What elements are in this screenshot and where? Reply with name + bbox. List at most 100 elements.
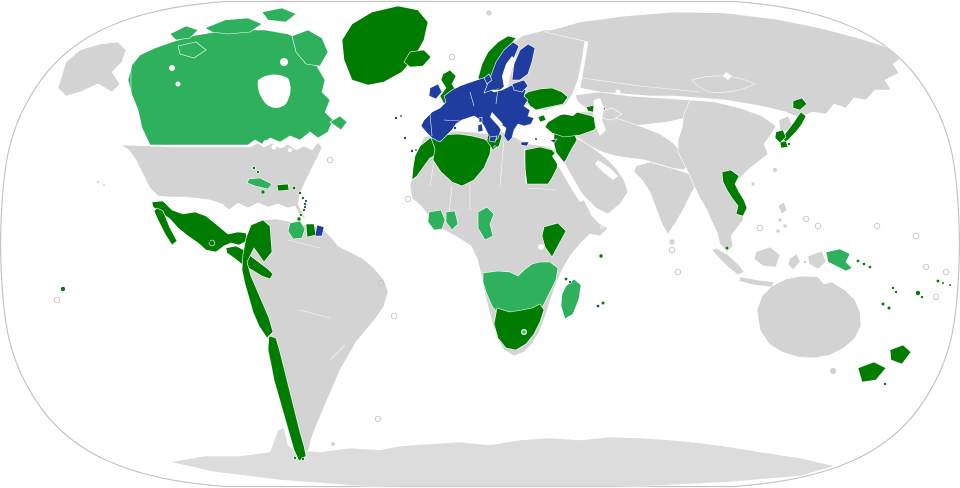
island-cyprus — [549, 138, 558, 144]
island-crete — [520, 141, 530, 147]
region-eu-mainland — [420, 76, 535, 143]
island-comoros — [563, 276, 568, 281]
island-socotra — [600, 225, 604, 229]
country-finland — [511, 43, 536, 81]
country-australia — [756, 275, 862, 359]
border-sahara-2 — [448, 185, 453, 213]
border-kazakhstan — [581, 77, 701, 93]
island-solomons-2 — [862, 262, 866, 266]
water-black-sea — [543, 105, 579, 116]
island-hawaii-1 — [96, 180, 100, 184]
ring-st-helena — [390, 312, 398, 320]
water-lake-victoria — [538, 244, 544, 250]
island-azores-1 — [394, 116, 398, 120]
island-sicily — [488, 135, 498, 143]
island-solomons-3 — [868, 265, 872, 269]
water-adriatic-sea — [490, 112, 503, 128]
island-sumatra — [711, 247, 745, 276]
layer-gray-land — [57, 9, 904, 463]
border-sahara-1 — [429, 161, 435, 187]
dot-revillagigedo — [207, 239, 211, 243]
water-foxe-basin — [280, 58, 288, 66]
island-hispaniola — [276, 183, 290, 192]
water-persian-gulf — [595, 160, 618, 180]
island-hainan — [750, 181, 756, 187]
region-baltic-states — [511, 79, 529, 93]
island-azores-2 — [399, 114, 403, 118]
border-libya-egypt — [523, 145, 527, 185]
island-sri-lanka — [668, 238, 676, 246]
ring-tuvalu — [922, 263, 930, 271]
border-mongolia — [691, 75, 756, 93]
country-new-zealand-stewart — [883, 382, 887, 386]
border-venezuela-brazil — [287, 239, 321, 249]
region-colombia-ecuador-peru — [241, 219, 274, 339]
water-lake-michigan — [271, 144, 277, 150]
country-japan-kyushu — [779, 140, 789, 149]
country-denmark — [483, 73, 493, 85]
island-bahamas-2 — [256, 170, 260, 174]
island-philippines-1 — [777, 217, 783, 223]
layer-island-rings — [53, 53, 950, 423]
country-cote-divoire — [427, 209, 446, 231]
island-fiji-2 — [920, 295, 924, 299]
island-philippines-3 — [775, 228, 781, 234]
country-madagascar — [560, 278, 582, 320]
territory-french-guiana — [314, 224, 325, 237]
ring-bermuda — [326, 156, 334, 164]
country-usa — [119, 141, 323, 220]
country-egypt — [524, 146, 559, 185]
island-rhodes — [534, 137, 538, 141]
ring-faroe — [448, 53, 456, 61]
ring-ascension — [377, 279, 385, 287]
ring-pacific-east — [942, 268, 950, 276]
island-samoa-2 — [941, 281, 945, 285]
border-brazil-argentina — [329, 344, 346, 361]
water-caspian-sea — [593, 98, 606, 136]
island-samoa-1 — [935, 278, 940, 283]
island-philippines-2 — [782, 223, 788, 229]
water-great-slave-lake — [175, 81, 181, 87]
island-taiwan — [772, 167, 778, 173]
country-turkey-thrace — [537, 114, 547, 123]
ring-south-georgia — [374, 415, 382, 423]
country-lesotho — [522, 330, 526, 334]
island-seychelles — [598, 253, 604, 259]
country-south-africa — [493, 303, 545, 351]
water-aral-sea — [615, 89, 621, 95]
island-west-papua — [807, 250, 827, 270]
island-hawaii-2 — [102, 183, 106, 187]
island-antilles-2 — [301, 196, 305, 200]
country-greenland — [341, 5, 429, 86]
island-puerto-rico — [291, 186, 296, 191]
layer-water — [169, 56, 732, 250]
island-trinidad — [296, 216, 302, 222]
border-france-germany — [469, 91, 475, 107]
layer-country-borders — [130, 48, 756, 361]
island-falklands — [330, 441, 336, 447]
country-alaska — [57, 41, 127, 97]
country-vietnam — [721, 169, 748, 217]
island-tasmania — [829, 367, 837, 375]
ring-clipperton — [208, 239, 216, 247]
island-martinique — [303, 205, 307, 209]
border-germany-poland — [495, 87, 499, 105]
island-bahamas-1 — [252, 166, 256, 170]
ring-cape-verde — [404, 195, 412, 203]
country-sweden — [483, 41, 520, 94]
water-lake-huron — [280, 142, 286, 148]
ring-palau — [756, 224, 764, 232]
island-antilles-5 — [299, 213, 303, 217]
island-malta — [493, 145, 497, 149]
ring-micronesia — [814, 222, 822, 230]
country-mexico — [151, 200, 248, 253]
ring-tonga — [932, 293, 940, 301]
island-luzon — [777, 201, 788, 215]
border-france-spain — [443, 119, 461, 122]
island-new-caledonia-2 — [886, 305, 892, 311]
water-baltic-sea — [502, 56, 516, 88]
country-cuba — [246, 177, 273, 190]
ring-chagos — [674, 268, 682, 276]
country-kenya — [541, 222, 567, 258]
